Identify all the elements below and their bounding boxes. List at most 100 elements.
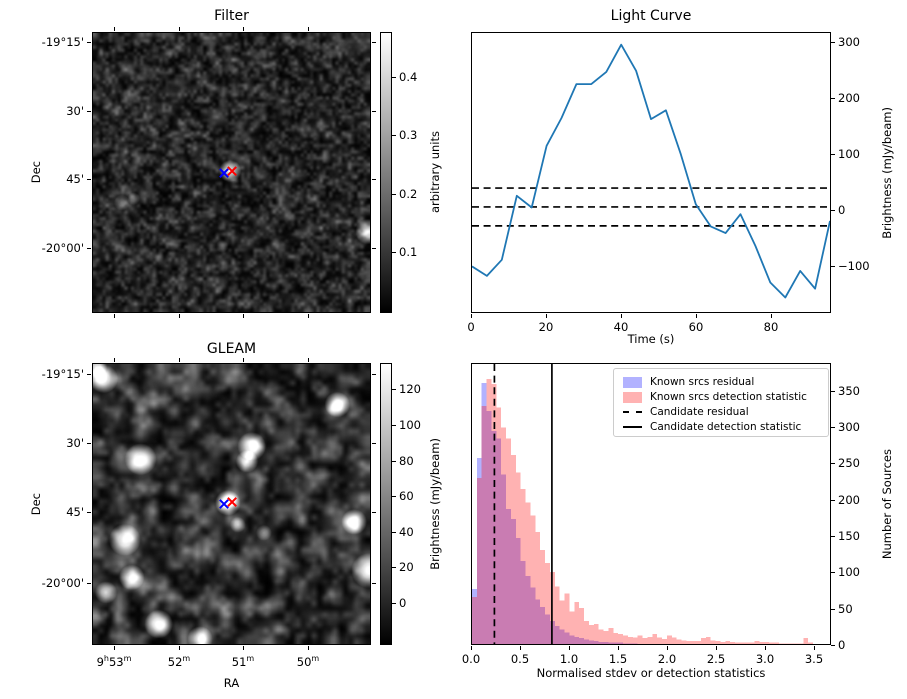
dec-tick-label: -19°15' bbox=[41, 35, 84, 49]
legend-item: Known srcs residual bbox=[623, 375, 819, 389]
count-axis-tick bbox=[831, 609, 835, 610]
legend-item: Known srcs detection statistic bbox=[623, 390, 819, 404]
time-tick-label: 0 bbox=[467, 320, 475, 334]
time-axis-tick bbox=[771, 314, 772, 318]
time-axis-tick bbox=[696, 314, 697, 318]
histogram-bar bbox=[588, 640, 594, 644]
image-top-tick bbox=[243, 27, 244, 31]
stat-tick-label: 0.5 bbox=[510, 652, 530, 666]
histogram-xlabel: Normalised stdev or detection statistics bbox=[536, 666, 766, 680]
colorbar-tick-label: 0.4 bbox=[399, 70, 418, 84]
histogram-bar bbox=[696, 641, 701, 644]
colorbar-tick bbox=[392, 461, 396, 462]
histogram-bar bbox=[501, 427, 507, 644]
filter-title: Filter bbox=[214, 8, 249, 24]
histogram-bar bbox=[510, 454, 516, 644]
time-axis-tick bbox=[621, 314, 622, 318]
image-right-tick bbox=[372, 374, 376, 375]
colorbar-tick bbox=[392, 389, 396, 390]
stat-axis-tick bbox=[814, 646, 815, 650]
brightness-tick-label: 300 bbox=[838, 35, 860, 49]
filter-colorbar-label: arbitrary units bbox=[428, 131, 442, 214]
dec-tick-label: 30' bbox=[66, 436, 84, 450]
dec-tick-label: -19°15' bbox=[41, 367, 84, 381]
histogram-bar bbox=[700, 638, 706, 644]
histogram-bar bbox=[545, 563, 550, 644]
histogram-bar bbox=[476, 478, 482, 644]
histogram-bar bbox=[720, 641, 726, 644]
gleam-colorbar-label: Brightness (mJy/beam) bbox=[428, 438, 442, 570]
stat-axis-tick bbox=[618, 646, 619, 650]
stat-axis-tick bbox=[765, 646, 766, 650]
histogram-bar bbox=[486, 379, 492, 644]
histogram-bar bbox=[496, 438, 502, 644]
histogram-ylabel-wrap: Number of Sources bbox=[879, 363, 895, 645]
gleam-image-panel bbox=[92, 363, 371, 645]
histogram-bar bbox=[715, 641, 721, 644]
image-top-tick bbox=[308, 27, 309, 31]
image-bottom-tick bbox=[243, 646, 244, 650]
histogram-bar bbox=[739, 642, 745, 644]
dec-tick-label: 45' bbox=[66, 172, 84, 186]
light-curve-panel bbox=[471, 32, 831, 313]
count-tick-label: 150 bbox=[838, 529, 860, 543]
histogram-bar bbox=[705, 636, 711, 644]
histogram-bar bbox=[783, 643, 789, 644]
image-bottom-tick bbox=[243, 314, 244, 318]
brightness-axis-tick bbox=[831, 42, 835, 43]
legend-item: Candidate residual bbox=[623, 405, 819, 419]
filter-colorbar-label-wrap: arbitrary units bbox=[427, 32, 443, 313]
image-right-tick bbox=[372, 512, 376, 513]
light-curve-ylabel: Brightness (mJy/beam) bbox=[880, 106, 894, 239]
histogram-bar bbox=[642, 638, 648, 644]
count-axis-tick bbox=[831, 536, 835, 537]
brightness-axis-tick bbox=[831, 154, 835, 155]
histogram-bar bbox=[520, 561, 526, 644]
histogram-bar bbox=[593, 623, 599, 644]
histogram-bar bbox=[579, 638, 585, 644]
histogram-bar bbox=[564, 632, 570, 644]
count-tick-label: 350 bbox=[838, 384, 860, 398]
histogram-bar bbox=[681, 640, 687, 644]
legend-label: Known srcs residual bbox=[650, 376, 755, 388]
image-right-tick bbox=[372, 42, 376, 43]
legend-label: Known srcs detection statistic bbox=[650, 391, 807, 403]
histogram-bar bbox=[481, 405, 487, 644]
legend-swatch-patch bbox=[623, 391, 642, 403]
ra-tick-label: 51m bbox=[231, 654, 255, 669]
histogram-bar bbox=[788, 643, 794, 644]
histogram-bar bbox=[744, 642, 750, 644]
histogram-bar bbox=[769, 642, 775, 644]
histogram-ylabel: Number of Sources bbox=[880, 448, 894, 560]
histogram-bar bbox=[613, 633, 619, 644]
gleam-colorbar-label-wrap: Brightness (mJy/beam) bbox=[427, 363, 443, 645]
histogram-bar bbox=[798, 643, 804, 644]
histogram-bar bbox=[476, 457, 482, 644]
histogram-legend: Known srcs residual Known srcs detection … bbox=[613, 368, 829, 437]
brightness-tick-label: −100 bbox=[838, 259, 870, 273]
histogram-bar bbox=[662, 638, 667, 644]
histogram-bar bbox=[608, 642, 614, 644]
histogram-bar bbox=[554, 625, 560, 644]
image-top-tick bbox=[179, 358, 180, 362]
colorbar-tick bbox=[392, 194, 396, 195]
colorbar-tick-label: 0 bbox=[399, 596, 407, 610]
colorbar-tick-label: 0.1 bbox=[399, 245, 418, 259]
image-bottom-tick bbox=[179, 314, 180, 318]
histogram-bar bbox=[501, 474, 507, 644]
colorbar-tick-label: 20 bbox=[399, 560, 414, 574]
brightness-axis-tick bbox=[831, 98, 835, 99]
histogram-bar bbox=[735, 642, 740, 644]
histogram-bar bbox=[491, 431, 497, 644]
histogram-plot bbox=[472, 364, 814, 644]
histogram-bar bbox=[593, 641, 599, 644]
brightness-axis-tick bbox=[831, 210, 835, 211]
light-curve-plot bbox=[472, 43, 830, 299]
image-left-tick bbox=[87, 42, 91, 43]
dec-tick-label: -20°00' bbox=[41, 576, 84, 590]
stat-tick-label: 1.0 bbox=[559, 652, 579, 666]
histogram-bar bbox=[627, 643, 633, 644]
histogram-bar bbox=[491, 384, 497, 644]
histogram-bar bbox=[525, 502, 531, 644]
histogram-bar bbox=[637, 635, 643, 644]
